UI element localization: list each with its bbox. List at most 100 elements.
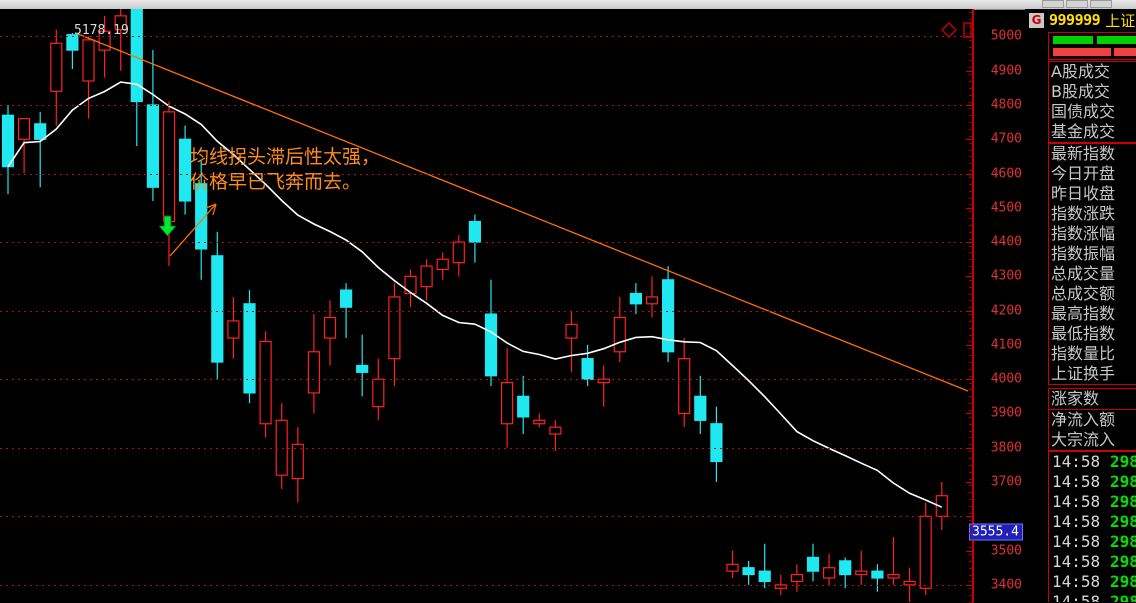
quote-fields-list[interactable]: 最新指数 今日开盘 昨日收盘 指数涨跌 指数涨幅 指数振幅 总成交量 总成交额 最高指数 最低指数…: [1048, 143, 1136, 385]
candlestick: [211, 231, 224, 380]
axis-tick-minor: [969, 67, 974, 68]
axis-tick-minor: [969, 12, 974, 13]
candlestick: [227, 296, 240, 359]
candlestick: [903, 567, 916, 602]
tick-time: 14:58: [1052, 512, 1101, 531]
axis-tick-minor: [969, 581, 974, 582]
axis-tick-minor: [969, 252, 974, 253]
axis-tick-minor: [969, 479, 974, 480]
axis-tick: [966, 71, 974, 72]
axis-tick-minor: [969, 417, 974, 418]
capital-flow-list[interactable]: 净流入额 大宗流入: [1048, 409, 1136, 451]
axis-tick-minor: [969, 410, 974, 411]
quote-field-row[interactable]: 总成交量: [1051, 264, 1116, 283]
axis-tick-minor: [969, 362, 974, 363]
candlestick: [484, 279, 498, 387]
tick-row[interactable]: 14:58 2988.2: [1049, 532, 1136, 552]
tick-time: 14:58: [1052, 572, 1101, 591]
quote-field-row[interactable]: 最高指数: [1051, 304, 1116, 323]
price-axis-spine: [972, 9, 974, 602]
axis-tick-minor: [969, 499, 974, 500]
axis-tick-minor: [969, 335, 974, 336]
price-axis-label: 4000: [990, 371, 1022, 387]
turnover-stat-row[interactable]: B股成交: [1051, 82, 1110, 101]
tick-row[interactable]: 14:58 2988.0: [1049, 492, 1136, 512]
axis-tick: [966, 482, 974, 483]
quote-panel[interactable]: G 999999 上证 A股成交 B股成交 国债成交 基金成交 最新指数 今日开盘 昨日收…: [1025, 9, 1136, 602]
axis-tick-minor: [969, 47, 974, 48]
axis-tick-minor: [969, 554, 974, 555]
axis-tick-minor: [969, 143, 974, 144]
window-minimize-button[interactable]: [1042, 0, 1064, 8]
quote-field-row[interactable]: 昨日收盘: [1051, 184, 1116, 203]
axis-tick-minor: [969, 81, 974, 82]
candlestick-chart[interactable]: 5178.19 均线拐头滞后性太强， 价格早已飞奔而去。: [0, 9, 974, 602]
quote-field-row[interactable]: 上证换手: [1051, 364, 1116, 383]
axis-tick-minor: [969, 595, 974, 596]
axis-tick-minor: [969, 156, 974, 157]
gauge-green-seg-2: [1097, 36, 1136, 44]
quote-field-row[interactable]: 指数涨跌: [1051, 204, 1116, 223]
annotation-line-1: 均线拐头滞后性太强，: [190, 146, 381, 168]
candlestick: [468, 214, 481, 263]
candlestick: [774, 574, 787, 596]
quote-field-row[interactable]: 指数振幅: [1051, 244, 1116, 263]
turnover-stat-row[interactable]: A股成交: [1051, 62, 1110, 81]
axis-tick-minor: [969, 273, 974, 274]
axis-tick: [966, 516, 974, 517]
window-maximize-button[interactable]: [1066, 0, 1088, 8]
axis-tick-minor: [969, 102, 974, 103]
axis-tick-minor: [969, 115, 974, 116]
tick-tape-list[interactable]: 14:58 2988.0 14:58 2988.0 14:58 2988.0 14:58 29…: [1048, 451, 1136, 602]
capital-flow-row[interactable]: 净流入额: [1051, 410, 1116, 429]
axis-tick-minor: [969, 177, 974, 178]
axis-tick-minor: [969, 204, 974, 205]
quote-field-row[interactable]: 总成交额: [1051, 284, 1116, 303]
axis-tick: [966, 345, 974, 346]
tick-price: 2988.2: [1110, 532, 1136, 551]
chart-header-icons[interactable]: [940, 21, 974, 39]
advancers-row[interactable]: 341涨家数: [1048, 388, 1136, 410]
axis-tick-minor: [969, 492, 974, 493]
axis-tick: [966, 448, 974, 449]
axis-tick-minor: [969, 437, 974, 438]
candlestick: [146, 50, 159, 201]
turnover-stats-list[interactable]: A股成交 B股成交 国债成交 基金成交: [1048, 61, 1136, 143]
quote-field-row[interactable]: 指数涨幅: [1051, 224, 1116, 243]
window-close-button[interactable]: [1090, 0, 1112, 8]
axis-tick-minor: [969, 300, 974, 301]
tick-row[interactable]: 14:58 2988.2: [1049, 512, 1136, 532]
quote-field-row[interactable]: 最低指数: [1051, 324, 1116, 343]
tick-row[interactable]: 14:58 2988.0: [1049, 452, 1136, 472]
diamond-icon: [941, 22, 957, 38]
price-plot[interactable]: [0, 9, 974, 602]
candlestick: [388, 283, 401, 387]
axis-tick-minor: [969, 108, 974, 109]
axis-tick-minor: [969, 40, 974, 41]
axis-tick-minor: [969, 95, 974, 96]
tick-time: 14:58: [1052, 592, 1101, 602]
candlestick: [275, 403, 288, 489]
quote-field-row[interactable]: 指数量比: [1051, 344, 1116, 363]
candlestick: [259, 331, 272, 438]
turnover-stat-row[interactable]: 基金成交: [1051, 122, 1116, 141]
candlestick: [307, 314, 320, 414]
quote-field-row[interactable]: 今日开盘: [1051, 164, 1116, 183]
quote-field-row[interactable]: 最新指数: [1051, 144, 1116, 163]
tick-row[interactable]: 14:58 2988.2: [1049, 572, 1136, 592]
axis-tick-minor: [969, 198, 974, 199]
candlestick: [114, 9, 127, 71]
gauge-red-seg-2: [1114, 48, 1136, 56]
candlestick: [1, 104, 15, 195]
tick-row[interactable]: 14:58 2988.1: [1049, 592, 1136, 602]
advancers-count-row[interactable]: 341涨家数: [1049, 389, 1136, 409]
tick-row[interactable]: 14:58 2988.0: [1049, 472, 1136, 492]
moving-average-line: [7, 81, 943, 508]
candlestick: [533, 413, 546, 428]
capital-flow-row[interactable]: 大宗流入: [1051, 430, 1116, 449]
price-axis-label: 3800: [990, 440, 1022, 456]
axis-tick-minor: [969, 60, 974, 61]
axis-tick-minor: [969, 424, 974, 425]
turnover-stat-row[interactable]: 国债成交: [1051, 102, 1116, 121]
tick-row[interactable]: 14:58 2988.2: [1049, 552, 1136, 572]
